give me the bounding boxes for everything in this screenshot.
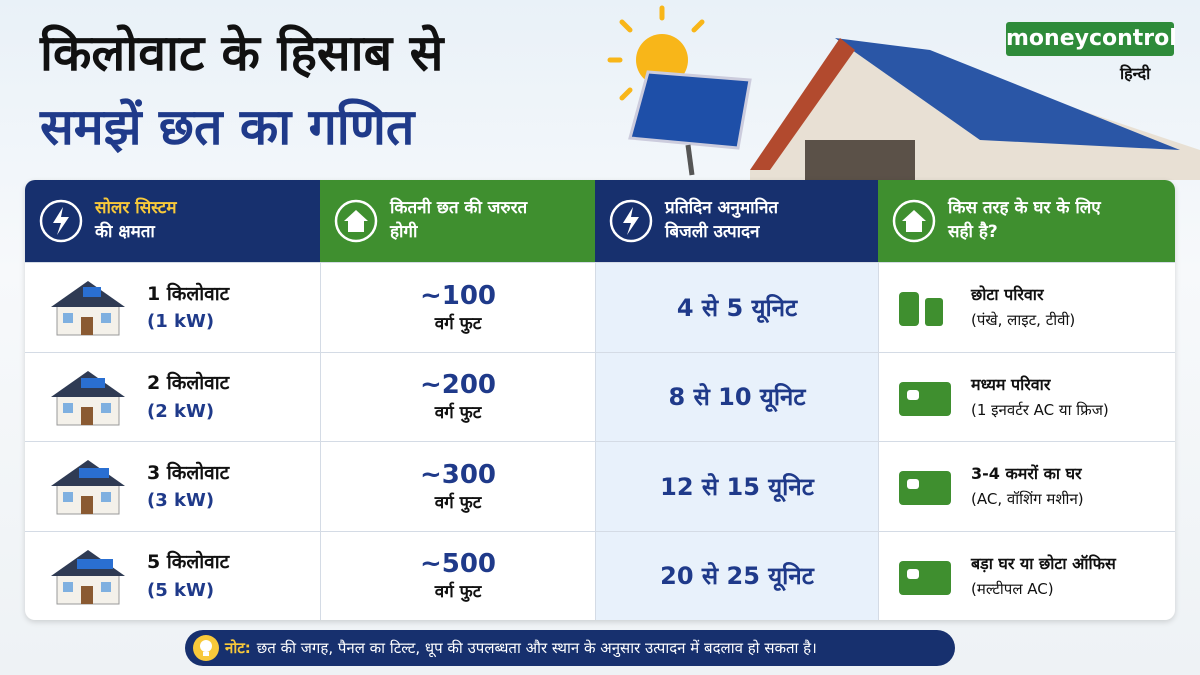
capacity-name: 1 किलोवाट <box>147 282 230 305</box>
output-cell: 20 से 25 यूनिट <box>595 530 878 620</box>
capacity-kw: (3 kW) <box>147 490 215 511</box>
capacity-kw: (2 kW) <box>147 400 215 422</box>
note-label: नोट: <box>225 639 251 657</box>
capacity-text: 2 किलोवाट (2 kW) <box>147 369 229 425</box>
area-cell: ~300 वर्ग फुट <box>320 441 595 531</box>
suitability-detail: (1 इनवर्टर AC या फ्रिज) <box>971 400 1109 419</box>
header-icon <box>892 199 936 243</box>
capacity-cell: 1 किलोवाट (1 kW) <box>25 262 320 352</box>
capacity-name: 3 किलोवाट <box>147 461 230 484</box>
suitability-cell: 3-4 कमरों का घर (AC, वॉशिंग मशीन) <box>878 441 1175 531</box>
capacity-cell: 5 किलोवाट (5 kW) <box>25 530 320 621</box>
table: सोलर सिस्टम की क्षमता कितनी छत की जरुरत होग… <box>25 180 1175 620</box>
title-line: समझें छत का गणित <box>40 98 415 156</box>
header-text: प्रतिदिन अनुमानित बिजली उत्पादन <box>665 197 778 245</box>
house-icon <box>51 281 125 336</box>
note-text: छत की जगह, पैनल का टिल्ट, धूप की उपलब्धत… <box>256 639 817 657</box>
suitability-text: 3-4 कमरों का घर (AC, वॉशिंग मशीन) <box>971 461 1084 511</box>
output-cell: 8 से 10 यूनिट <box>595 351 878 441</box>
suitability-cell: छोटा परिवार (पंखे, लाइट, टीवी) <box>878 262 1175 352</box>
header-line: होगी <box>390 222 418 242</box>
header-line: की क्षमता <box>95 222 155 242</box>
header-text: किस तरह के घर के लिए सही है? <box>948 197 1101 245</box>
suitability-cell: बड़ा घर या छोटा ऑफिस (मल्टीपल AC) <box>878 530 1175 620</box>
area-value: ~200 <box>419 370 497 401</box>
suitability-icon <box>899 560 951 595</box>
output-cell: 12 से 15 यूनिट <box>595 441 878 531</box>
area-cell: ~500 वर्ग फुट <box>320 530 595 620</box>
area-unit: वर्ग फुट <box>434 403 482 424</box>
house-icon <box>51 460 125 515</box>
house-icon <box>51 549 125 605</box>
header-icon <box>609 199 653 243</box>
note-bar: नोट: छत की जगह, पैनल का टिल्ट, धूप की उप… <box>185 630 955 666</box>
area-unit: वर्ग फुट <box>434 313 482 334</box>
area-cell: ~200 वर्ग फुट <box>320 351 595 441</box>
area-unit: वर्ग फुट <box>434 582 482 603</box>
suitability-text: बड़ा घर या छोटा ऑफिस (मल्टीपल AC) <box>971 551 1116 601</box>
header-line: किस तरह के घर के लिए <box>948 198 1101 219</box>
column-header: सोलर सिस्टम की क्षमता <box>25 180 320 262</box>
house-icon <box>51 370 125 426</box>
area-value: ~100 <box>419 280 497 311</box>
suitability-text: मध्यम परिवार (1 इनवर्टर AC या फ्रिज) <box>971 372 1109 422</box>
suitability-detail: (मल्टीपल AC) <box>971 579 1054 598</box>
suitability-title: मध्यम परिवार <box>971 374 1051 394</box>
suitability-cell: मध्यम परिवार (1 इनवर्टर AC या फ्रिज) <box>878 351 1175 441</box>
bulb-icon <box>193 635 219 661</box>
capacity-text: 5 किलोवाट (5 kW) <box>147 548 229 604</box>
title-line: किलोवाट के हिसाब से <box>40 24 444 82</box>
header-art <box>607 5 1200 180</box>
suitability-icon <box>899 292 943 327</box>
capacity-kw: (1 kW) <box>147 311 215 332</box>
area-value: ~300 <box>419 459 497 490</box>
header-line: कितनी छत की जरुरत <box>390 198 528 219</box>
header-text: सोलर सिस्टम की क्षमता <box>95 197 177 245</box>
capacity-cell: 2 किलोवाट (2 kW) <box>25 351 320 442</box>
output-cell: 4 से 5 यूनिट <box>595 262 878 352</box>
capacity-kw: (5 kW) <box>147 579 215 601</box>
area-value: ~500 <box>419 549 497 580</box>
header-icon <box>334 199 378 243</box>
area-cell: ~100 वर्ग फुट <box>320 262 595 352</box>
suitability-title: छोटा परिवार <box>971 285 1044 305</box>
brand-sub: हिन्दी <box>1120 64 1151 83</box>
capacity-name: 5 किलोवाट <box>147 551 230 573</box>
column-header: कितनी छत की जरुरत होगी <box>320 180 595 262</box>
column-header: किस तरह के घर के लिए सही है? <box>878 180 1175 262</box>
suitability-title: 3-4 कमरों का घर <box>971 464 1082 484</box>
suitability-detail: (पंखे, लाइट, टीवी) <box>971 311 1076 330</box>
capacity-text: 3 किलोवाट (3 kW) <box>147 459 229 515</box>
header-text: कितनी छत की जरुरत होगी <box>390 197 527 245</box>
header-line: सोलर सिस्टम <box>95 198 177 219</box>
header-line: सही है? <box>948 222 998 242</box>
suitability-text: छोटा परिवार (पंखे, लाइट, टीवी) <box>971 282 1075 332</box>
suitability-detail: (AC, वॉशिंग मशीन) <box>971 490 1084 509</box>
suitability-icon <box>899 471 951 506</box>
capacity-cell: 3 किलोवाट (3 kW) <box>25 441 320 531</box>
area-unit: वर्ग फुट <box>434 492 482 513</box>
brand-logo: moneycontrol <box>1006 22 1177 56</box>
capacity-text: 1 किलोवाट (1 kW) <box>147 280 229 336</box>
column-header: प्रतिदिन अनुमानित बिजली उत्पादन <box>595 180 878 262</box>
header-line: बिजली उत्पादन <box>665 222 760 242</box>
header-line: प्रतिदिन अनुमानित <box>665 198 779 219</box>
suitability-title: बड़ा घर या छोटा ऑफिस <box>971 553 1116 573</box>
suitability-icon <box>899 381 951 416</box>
header-icon <box>39 199 83 243</box>
capacity-name: 2 किलोवाट <box>147 372 230 394</box>
